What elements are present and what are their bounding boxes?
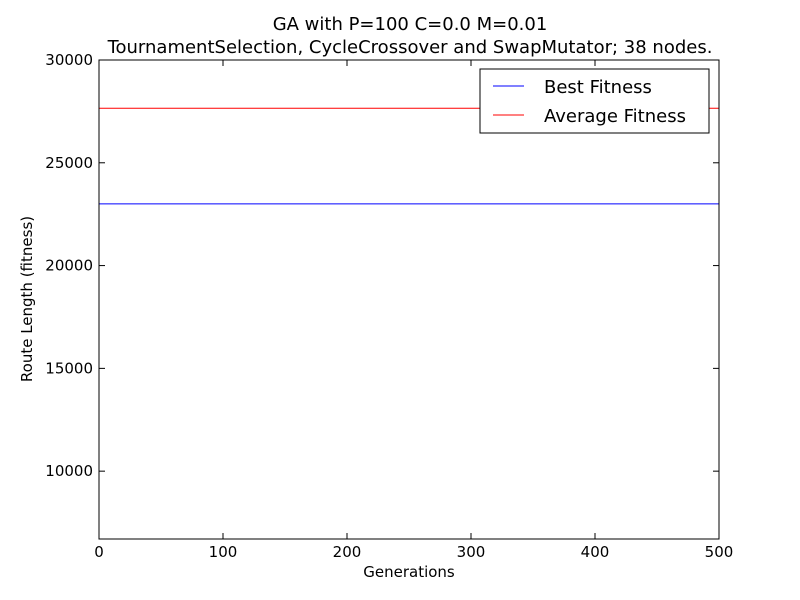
y-axis-label: Route Length (fitness) (18, 216, 36, 382)
y-tick-label: 25000 (45, 154, 93, 172)
x-tick-label: 100 (209, 543, 238, 561)
y-tick-label: 15000 (45, 359, 93, 377)
plot-frame (98, 59, 720, 540)
x-tick-label: 400 (581, 543, 610, 561)
x-axis-label: Generations (363, 563, 455, 581)
legend: Best Fitness Average Fitness (479, 68, 710, 134)
x-tick-label: 500 (705, 543, 734, 561)
chart-title: GA with P=100 C=0.0 M=0.01 (273, 14, 548, 35)
y-tick-label: 30000 (45, 51, 93, 69)
legend-label-average-fitness: Average Fitness (544, 106, 686, 127)
chart-subtitle: TournamentSelection, CycleCrossover and … (107, 37, 713, 58)
x-tick-label: 0 (94, 543, 104, 561)
x-tick-label: 300 (457, 543, 486, 561)
y-tick-label: 20000 (45, 257, 93, 275)
y-tick-label: 10000 (45, 462, 93, 480)
legend-frame (479, 68, 710, 134)
x-tick-label: 200 (333, 543, 362, 561)
legend-label-best-fitness: Best Fitness (544, 77, 652, 98)
axis-ticks: 0 100 200 300 400 500 10000 15000 20000 25000 3000… (45, 51, 733, 561)
